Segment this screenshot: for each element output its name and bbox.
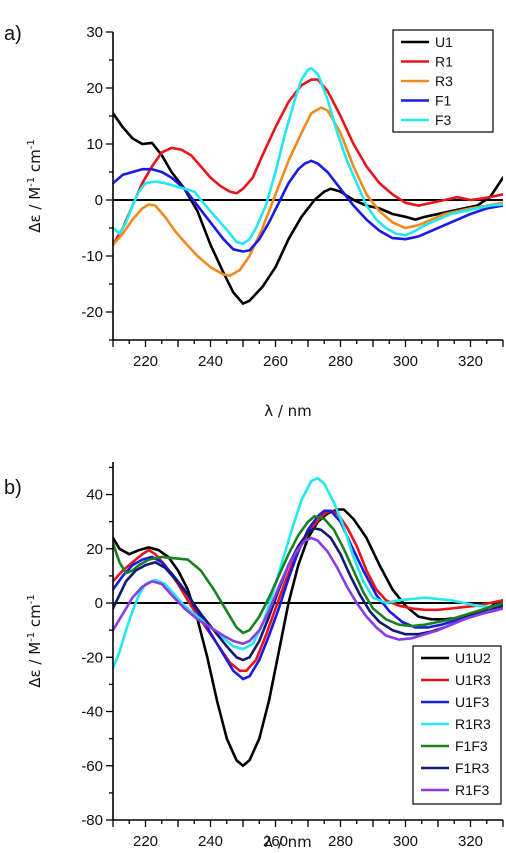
legend-label-r1f3: R1F3 (455, 782, 489, 798)
legend-label-f1f3: F1F3 (455, 738, 488, 754)
legend-label-f1r3: F1R3 (455, 760, 489, 776)
legend-label-u1u2: U1U2 (455, 650, 491, 666)
legend-label-u1: U1 (435, 34, 453, 50)
series-line-r1f3 (113, 536, 503, 646)
x-axis-title-a: λ / nm (264, 402, 312, 420)
x-tick-label: 240 (198, 833, 223, 850)
panel-label-a: a) (4, 23, 22, 45)
x-tick-label: 260 (263, 833, 288, 850)
chart-panel-b: b) 220 240 260 280 300 320 -80 -60 -40 -20 0 20 40 λ /… (4, 462, 504, 851)
legend-a: U1 R1 R3 F1 F3 (392, 29, 494, 133)
y-axis-title-b: Δε / M-1 cm-1 (26, 594, 44, 688)
series-line-r1r3 (113, 476, 503, 670)
series-line-f3 (113, 67, 503, 245)
y-tick-label: 0 (95, 595, 103, 612)
y-tick-label: 0 (95, 192, 103, 209)
series-line-r1 (113, 78, 503, 247)
series-line-u1u2 (113, 508, 503, 768)
legend-b: U1U2 U1R3 U1F3 R1R3 F1F3 F1R3 R1F3 (412, 645, 502, 805)
y-tick-label: -40 (81, 704, 103, 721)
panel-label-b: b) (4, 477, 22, 499)
legend-label-u1f3: U1F3 (455, 694, 489, 710)
y-axis-title-a: Δε / M-1 cm-1 (26, 139, 44, 233)
x-tick-label: 280 (328, 833, 353, 850)
legend-label-r3: R3 (435, 73, 453, 89)
x-tick-label: 220 (133, 353, 158, 370)
series-lines-b (113, 476, 503, 768)
x-tick-label: 280 (328, 353, 353, 370)
y-tick-label: -80 (81, 812, 103, 829)
legend-label-f1: F1 (435, 93, 452, 109)
chart-panel-a: a) 220 240 260 280 300 320 -20 -10 0 10 20 30 λ / nm Δ… (4, 23, 504, 420)
series-line-u1 (113, 111, 503, 305)
legend-label-r1r3: R1R3 (455, 716, 491, 732)
x-tick-label: 300 (393, 353, 418, 370)
legend-label-u1r3: U1R3 (455, 672, 491, 688)
y-tick-label: -20 (81, 649, 103, 666)
y-tick-label: 10 (86, 136, 103, 153)
series-line-f1f3 (113, 514, 503, 635)
x-tick-label: 240 (198, 353, 223, 370)
y-tick-label: 20 (86, 80, 103, 97)
y-tick-label: 30 (86, 24, 103, 41)
x-tick-label: 300 (393, 833, 418, 850)
x-tick-label: 320 (458, 353, 483, 370)
series-line-r3 (113, 106, 503, 277)
legend-label-f3: F3 (435, 112, 452, 128)
series-line-f1 (113, 159, 503, 253)
y-tick-label: -20 (81, 304, 103, 321)
x-tick-label: 220 (133, 833, 158, 850)
legend-label-r1: R1 (435, 54, 453, 70)
y-tick-label: 20 (86, 541, 103, 558)
series-lines-a (113, 67, 503, 305)
y-tick-label: 40 (86, 487, 103, 504)
y-tick-label: -60 (81, 758, 103, 775)
y-tick-label: -10 (81, 248, 103, 265)
x-tick-label: 320 (458, 833, 483, 850)
x-tick-label: 260 (263, 353, 288, 370)
x-axis-title-b: λ / nm (264, 833, 312, 851)
